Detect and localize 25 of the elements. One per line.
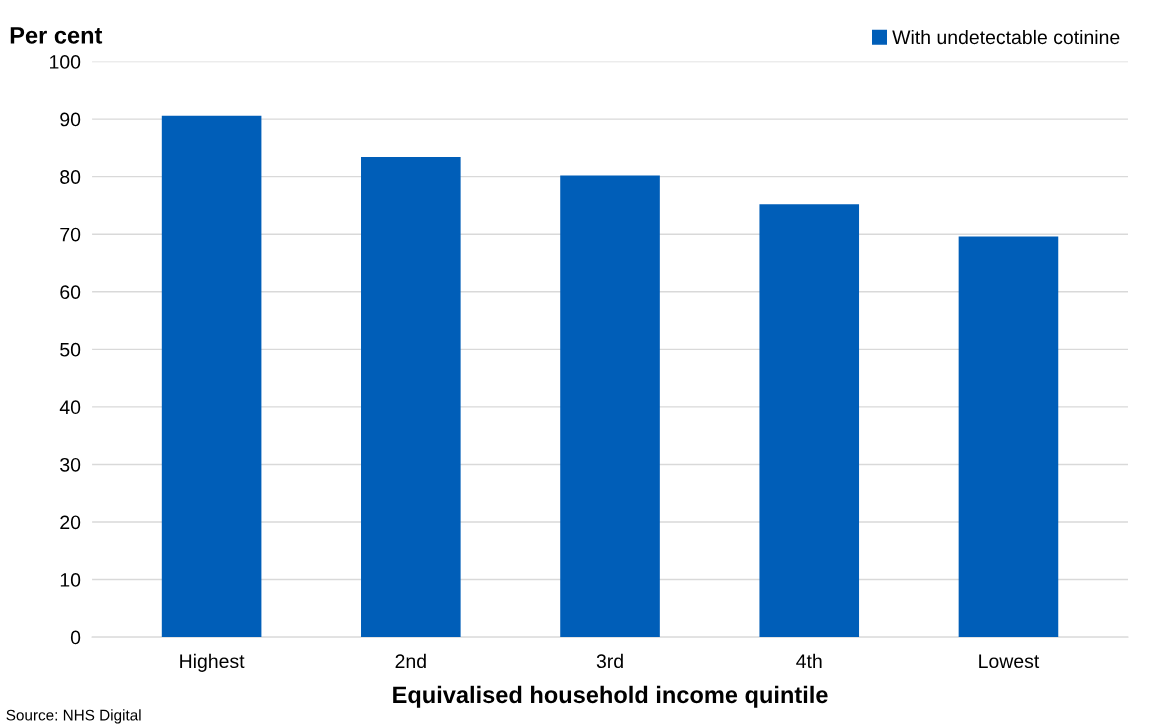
- y-tick-label: 100: [50, 55, 81, 69]
- x-tick-label: Lowest: [979, 654, 1040, 669]
- x-tick-label: 3rd: [596, 653, 623, 669]
- y-tick-label: 70: [60, 227, 81, 242]
- y-tick-label: 40: [59, 400, 81, 415]
- bar: [161, 115, 262, 638]
- x-tick-label: 2nd: [395, 653, 426, 669]
- x-tick-label: Highest: [180, 653, 245, 672]
- y-tick-label: 10: [60, 573, 81, 587]
- x-axis-title: Equivalised household income quintile: [393, 685, 828, 708]
- legend-label: With undetectable cotinine: [892, 29, 1120, 45]
- y-tick-label: 90: [60, 112, 81, 127]
- y-tick-label: 50: [60, 342, 81, 357]
- bar: [958, 236, 1059, 638]
- y-tick-label: 80: [60, 170, 81, 184]
- source-note: Source: NHS Digital: [6, 709, 141, 724]
- y-tick-label: 30: [60, 457, 81, 472]
- bar: [759, 204, 860, 638]
- y-axis-title: Per cent: [10, 27, 103, 44]
- y-tick-label: 0: [70, 630, 81, 645]
- y-tick-label: 60: [60, 285, 81, 300]
- bar: [560, 175, 660, 638]
- y-tick-label: 20: [60, 515, 81, 530]
- x-tick-label: 4th: [796, 653, 822, 669]
- bar: [361, 157, 461, 638]
